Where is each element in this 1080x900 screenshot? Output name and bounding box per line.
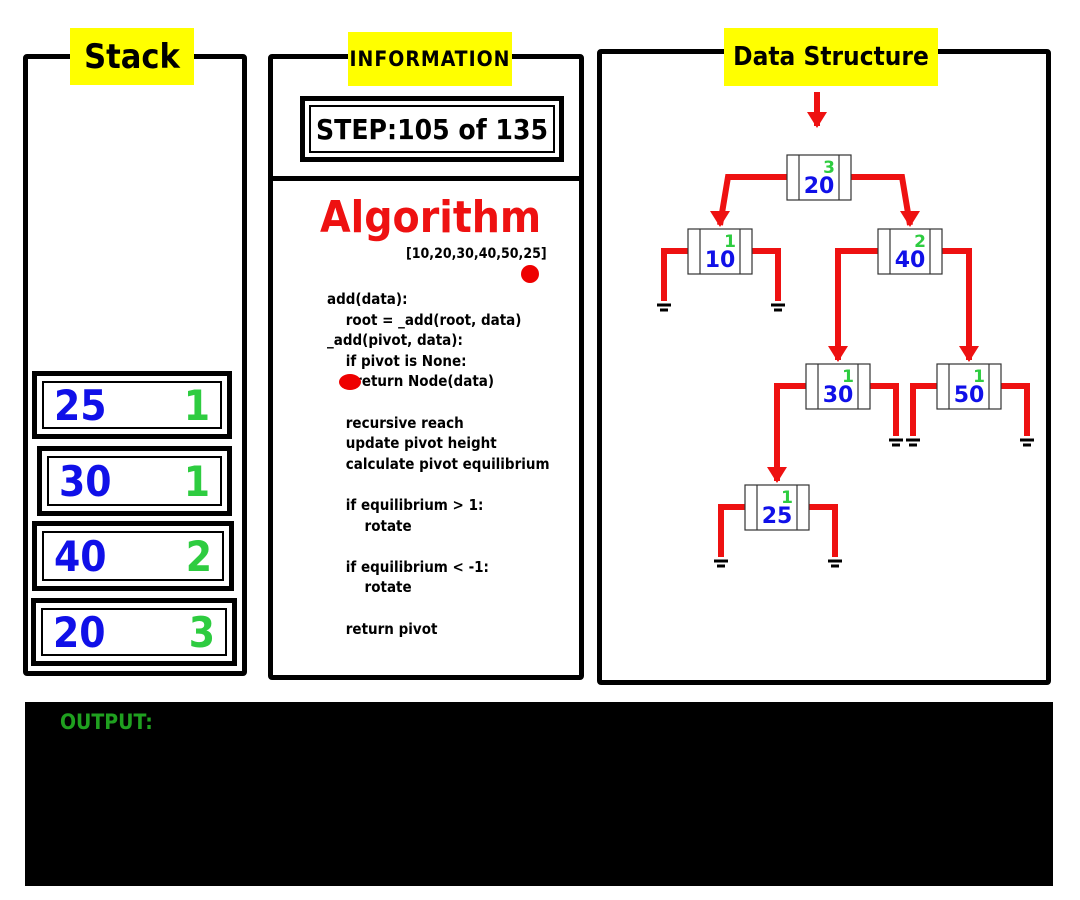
current-line-pointer-dot — [339, 374, 361, 391]
stack-item: 25 1 — [32, 371, 232, 439]
code-line: rotate — [327, 578, 412, 597]
tree-node-height: 1 — [781, 488, 793, 508]
stack-item-value: 20 — [53, 607, 106, 657]
code-line: if equilibrium > 1: — [327, 495, 484, 514]
code-line: _add(pivot, data): — [327, 331, 463, 350]
code-line: update pivot height — [327, 434, 497, 453]
stack-item-inner: 20 3 — [41, 607, 227, 657]
stack-item-inner: 25 1 — [42, 380, 222, 430]
right-child-link — [939, 248, 972, 360]
left-child-link — [835, 248, 881, 360]
right-child-link — [848, 174, 913, 226]
code-line: add(data): — [327, 290, 408, 308]
code-line: root = _add(root, data) — [327, 310, 522, 329]
code-line: recursive reach — [327, 413, 464, 432]
stack-item-value: 25 — [54, 380, 107, 430]
stack-item: 40 2 — [32, 521, 234, 591]
algorithm-code: add(data): root = _add(root, data) _add(p… — [327, 289, 550, 639]
tree-node-value: 10 — [705, 248, 736, 273]
stack-item-value: 40 — [54, 531, 107, 581]
stack-item-inner: 30 1 — [47, 456, 222, 506]
left-child-link — [774, 383, 809, 481]
stack-item-height: 2 — [185, 531, 212, 581]
tree-node — [936, 363, 1002, 410]
left-child-link-head — [828, 346, 848, 362]
tree-node-height: 1 — [842, 367, 854, 387]
output-label: OUTPUT: — [60, 710, 153, 734]
right-null-link — [998, 383, 1030, 436]
tree-node-value: 25 — [762, 504, 793, 529]
code-line: if equilibrium < -1: — [327, 557, 489, 576]
right-child-link-head — [959, 346, 979, 362]
code-line: rotate — [327, 516, 412, 535]
output-panel — [25, 702, 1053, 886]
information-title: INFORMATION — [348, 32, 512, 86]
algorithm-input-list: [10,20,30,40,50,25] — [406, 246, 547, 262]
code-line: return pivot — [327, 619, 438, 638]
algorithm-heading: Algorithm — [320, 192, 542, 243]
left-child-link — [717, 174, 790, 226]
tree-node — [877, 228, 943, 275]
right-child-link-head — [900, 211, 920, 227]
right-null-link — [806, 504, 838, 557]
code-line: return Node(data) — [327, 372, 495, 391]
left-child-link-head — [767, 467, 787, 483]
tree-node-value: 40 — [895, 248, 926, 273]
stack-item-height: 3 — [188, 607, 215, 657]
stack-item-height: 1 — [183, 380, 210, 430]
right-null-link — [867, 383, 899, 436]
tree-node-value: 30 — [823, 383, 854, 408]
code-line: if pivot is None: — [327, 351, 467, 370]
stack-item: 30 1 — [37, 446, 232, 516]
tree-node-value: 20 — [804, 174, 835, 199]
stack-item: 20 3 — [31, 598, 237, 666]
tree-node — [786, 154, 852, 201]
info-divider — [268, 176, 584, 181]
tree-node-height: 3 — [823, 158, 835, 178]
step-label: STEP: — [315, 112, 398, 146]
tree-node — [805, 363, 871, 410]
tree-node — [687, 228, 753, 275]
root-pointer-arrow-head — [807, 112, 827, 128]
left-null-link — [718, 504, 748, 557]
stack-item-inner: 40 2 — [42, 531, 224, 581]
step-value: 105 of 135 — [397, 112, 549, 146]
stack-title: Stack — [70, 28, 194, 85]
tree-node-height: 2 — [914, 232, 926, 252]
tree-node-value: 50 — [954, 383, 985, 408]
data-structure-title: Data Structure — [724, 28, 938, 86]
right-null-link — [749, 248, 781, 301]
step-counter: STEP: 105 of 135 — [300, 96, 564, 162]
stack-item-height: 1 — [183, 456, 210, 506]
left-child-link-head — [710, 211, 730, 227]
input-pointer-dot — [521, 265, 539, 283]
tree-node-height: 1 — [724, 232, 736, 252]
code-line: calculate pivot equilibrium — [327, 454, 550, 473]
stack-item-value: 30 — [59, 456, 112, 506]
left-null-link — [661, 248, 691, 301]
left-null-link — [910, 383, 940, 436]
tree-node-height: 1 — [973, 367, 985, 387]
tree-node — [744, 484, 810, 531]
